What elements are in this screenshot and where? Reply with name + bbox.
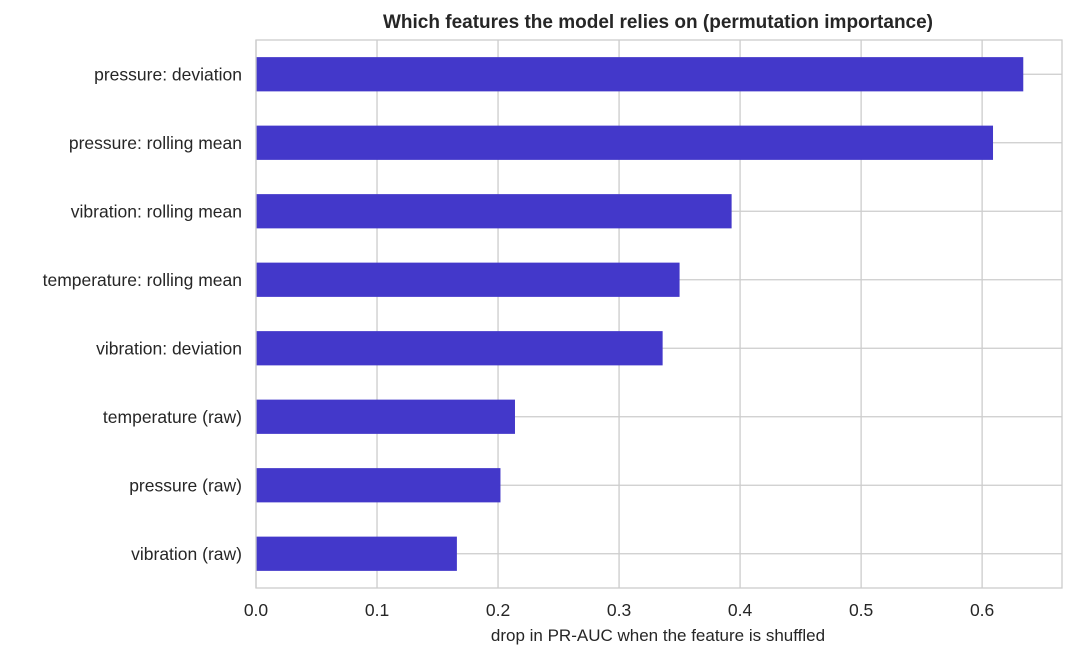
y-tick-label: vibration: deviation	[96, 338, 242, 358]
x-tick-label: 0.4	[728, 600, 753, 620]
y-tick-label: temperature: rolling mean	[43, 270, 242, 290]
bar	[256, 331, 663, 366]
chart-title: Which features the model relies on (perm…	[383, 12, 933, 33]
bar	[256, 57, 1024, 92]
bar	[256, 536, 457, 571]
x-axis-label: drop in PR-AUC when the feature is shuff…	[491, 626, 825, 645]
x-tick-label: 0.1	[365, 600, 389, 620]
x-tick-label: 0.2	[486, 600, 510, 620]
bars	[256, 57, 1024, 571]
y-tick-label: pressure: rolling mean	[69, 133, 242, 153]
x-tick-label: 0.6	[970, 600, 994, 620]
x-tick-labels: 0.0 0.1 0.2 0.3 0.4 0.5 0.6	[244, 600, 994, 620]
grid-lines	[255, 40, 1062, 588]
bar	[256, 399, 515, 434]
y-tick-label: vibration: rolling mean	[71, 201, 242, 221]
bar	[256, 262, 680, 297]
bar	[256, 125, 994, 160]
x-tick-label: 0.3	[607, 600, 631, 620]
y-tick-label: pressure (raw)	[129, 475, 242, 495]
y-tick-label: vibration (raw)	[131, 544, 242, 564]
x-tick-label: 0.0	[244, 600, 269, 620]
bar	[256, 468, 501, 503]
plot-frame	[255, 39, 1063, 589]
y-tick-label: pressure: deviation	[94, 64, 242, 84]
bar	[256, 194, 732, 229]
x-tick-label: 0.5	[849, 600, 873, 620]
y-tick-label: temperature (raw)	[103, 407, 242, 427]
y-tick-labels: pressure: deviation pressure: rolling mea…	[43, 64, 242, 564]
